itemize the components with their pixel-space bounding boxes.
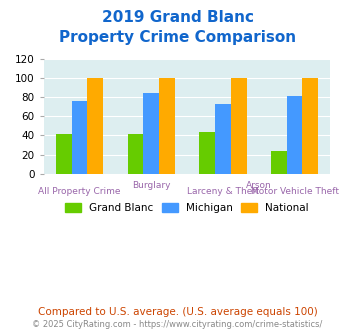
Bar	[215, 104, 231, 174]
Bar	[287, 96, 302, 174]
Text: Property Crime Comparison: Property Crime Comparison	[59, 30, 296, 45]
Bar	[302, 78, 318, 174]
Text: Arson: Arson	[246, 181, 272, 190]
Legend: Grand Blanc, Michigan, National: Grand Blanc, Michigan, National	[61, 199, 313, 217]
Text: All Property Crime: All Property Crime	[38, 187, 121, 196]
Bar	[159, 78, 175, 174]
Bar	[56, 135, 72, 174]
Text: Compared to U.S. average. (U.S. average equals 100): Compared to U.S. average. (U.S. average …	[38, 307, 317, 317]
Bar	[231, 78, 247, 174]
Text: Motor Vehicle Theft: Motor Vehicle Theft	[251, 187, 339, 196]
Text: Burglary: Burglary	[132, 181, 170, 190]
Bar	[271, 151, 287, 174]
Bar	[143, 93, 159, 174]
Bar	[199, 132, 215, 174]
Bar	[72, 101, 87, 174]
Text: 2019 Grand Blanc: 2019 Grand Blanc	[102, 10, 253, 25]
Text: Larceny & Theft: Larceny & Theft	[187, 187, 259, 196]
Text: © 2025 CityRating.com - https://www.cityrating.com/crime-statistics/: © 2025 CityRating.com - https://www.city…	[32, 320, 323, 329]
Bar	[127, 135, 143, 174]
Bar	[87, 78, 103, 174]
